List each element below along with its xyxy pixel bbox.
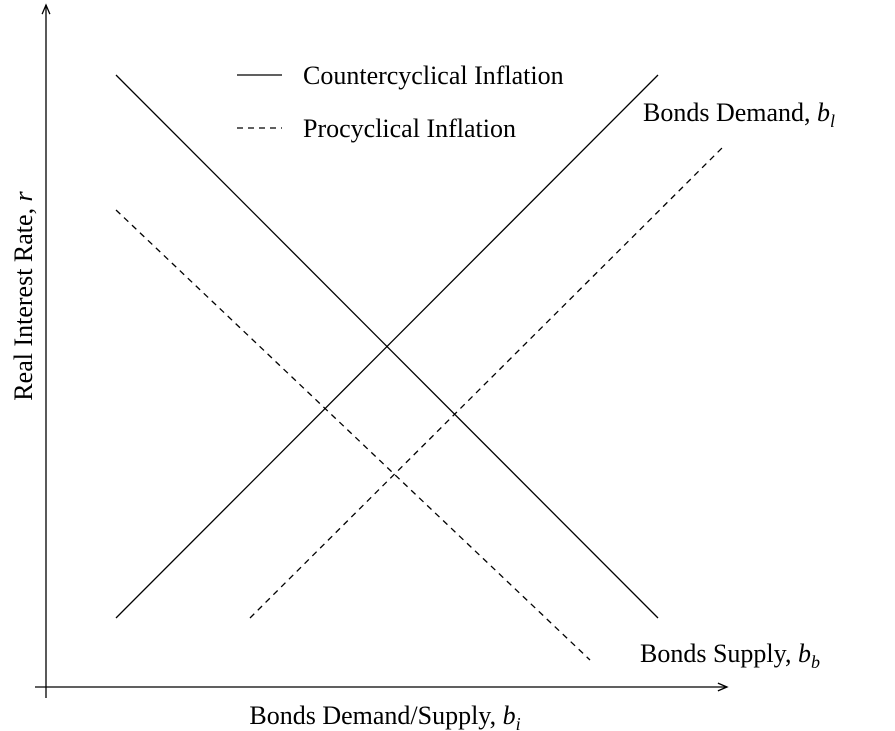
demand-label: Bonds Demand, bl bbox=[643, 98, 835, 131]
label-symbol: r bbox=[9, 190, 38, 201]
label-subscript: l bbox=[830, 111, 835, 131]
label-subscript: b bbox=[811, 652, 820, 672]
legend-label: Countercyclical Inflation bbox=[303, 61, 564, 90]
label-text: Bonds Demand, bbox=[643, 98, 817, 127]
demand-pro bbox=[115, 209, 591, 661]
x-axis-label: Bonds Demand/Supply, bi bbox=[249, 701, 520, 731]
label-symbol: b bbox=[817, 98, 830, 127]
supply-label: Bonds Supply, bb bbox=[640, 639, 820, 672]
label-subscript: i bbox=[516, 714, 521, 731]
supply-pro bbox=[249, 144, 726, 619]
label-symbol: b bbox=[503, 701, 516, 730]
label-text: Bonds Supply, bbox=[640, 639, 798, 668]
label-symbol: b bbox=[798, 639, 811, 668]
supply-counter bbox=[115, 74, 659, 619]
legend-label: Procyclical Inflation bbox=[303, 114, 516, 143]
y-axis-label: Real Interest Rate, r bbox=[9, 190, 38, 400]
label-text: Real Interest Rate, bbox=[9, 201, 38, 400]
label-text: Bonds Demand/Supply, bbox=[249, 701, 502, 730]
